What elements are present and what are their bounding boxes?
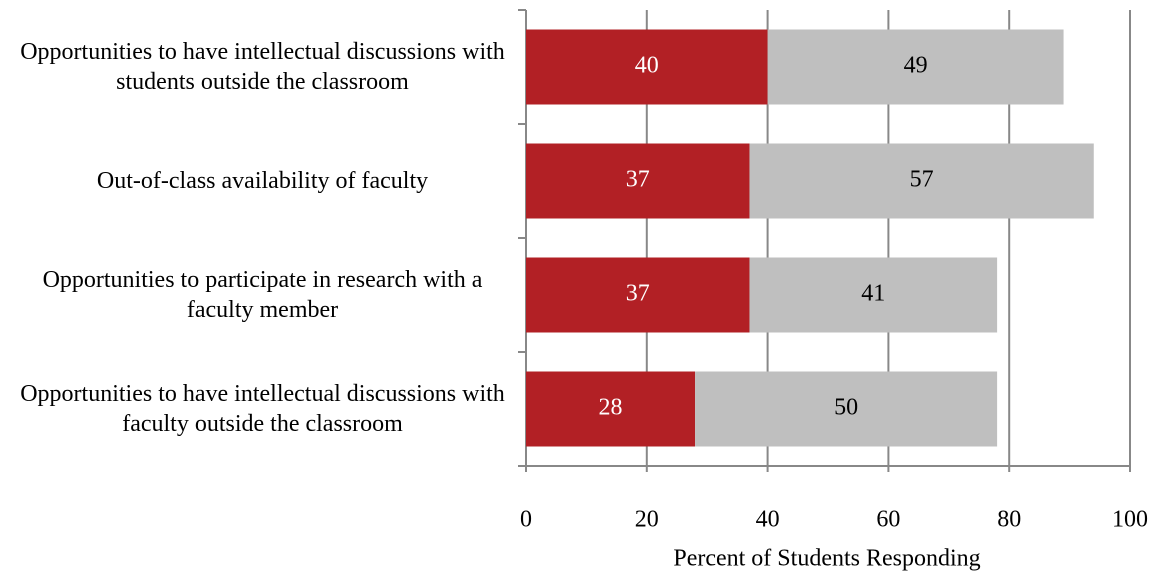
x-tick-label: 20 — [635, 507, 659, 533]
bar-segment — [767, 29, 1064, 105]
data-label: 50 — [834, 395, 858, 421]
data-label: 41 — [861, 281, 885, 307]
x-axis-title: Percent of Students Responding — [673, 546, 980, 572]
data-label: 57 — [910, 167, 934, 193]
bar-segment — [695, 371, 998, 447]
x-tick-label: 100 — [1112, 507, 1148, 533]
x-tick-label: 80 — [997, 507, 1021, 533]
y-tick-label: Opportunities to participate in research… — [42, 267, 483, 323]
bar-segment — [526, 143, 750, 219]
y-tick-label: Out-of-class availability of faculty — [96, 168, 429, 194]
x-tick-label: 0 — [520, 507, 532, 533]
bar-segment — [526, 371, 696, 447]
bar-segment — [749, 257, 998, 333]
bar-segment — [526, 257, 750, 333]
data-label: 40 — [635, 53, 659, 79]
y-tick-label: Opportunities to have intellectual discu… — [20, 39, 505, 95]
bar-segment — [526, 29, 768, 105]
x-tick-label: 40 — [756, 507, 780, 533]
data-label: 28 — [599, 395, 623, 421]
x-tick-label: 60 — [876, 507, 900, 533]
data-label: 37 — [626, 281, 650, 307]
bar-segment — [749, 143, 1094, 219]
data-label: 37 — [626, 167, 650, 193]
data-label: 49 — [904, 53, 928, 79]
y-tick-label: Opportunities to have intellectual discu… — [20, 381, 505, 437]
